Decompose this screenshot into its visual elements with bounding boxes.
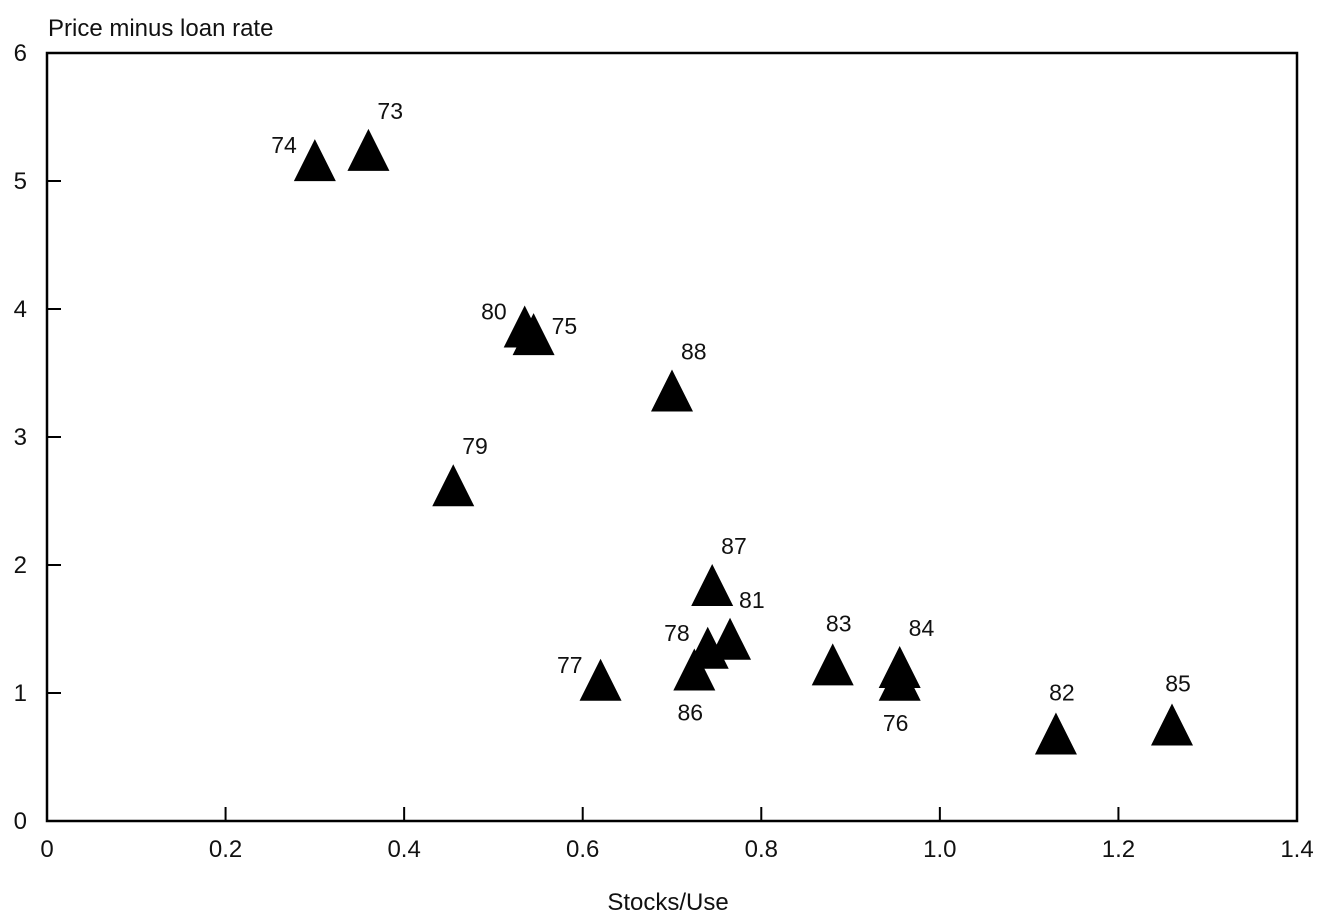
data-points: 73 74 75 76 77 78 79 80 81 82 83 84 85 86 87 88 bbox=[271, 98, 1193, 755]
y-tick-label: 0 bbox=[14, 808, 27, 835]
data-point-label: 80 bbox=[481, 298, 507, 324]
data-point-label: 77 bbox=[557, 652, 583, 678]
data-point-label: 85 bbox=[1165, 671, 1191, 697]
data-point-triangle bbox=[432, 464, 475, 507]
data-point-triangle bbox=[651, 369, 693, 412]
data-point-label: 82 bbox=[1049, 680, 1075, 706]
data-point-triangle bbox=[503, 305, 546, 348]
x-tick-label: 0 bbox=[40, 836, 53, 863]
data-point-triangle bbox=[293, 139, 336, 182]
data-point-triangle bbox=[1151, 703, 1193, 746]
data-point-triangle bbox=[579, 658, 622, 701]
data-point-label: 83 bbox=[826, 610, 852, 636]
y-tick-label: 3 bbox=[14, 424, 27, 451]
data-point-label: 81 bbox=[739, 587, 765, 613]
data-point-triangle bbox=[1034, 712, 1077, 755]
y-tick-label: 4 bbox=[14, 296, 27, 323]
y-axis-title: Price minus loan rate bbox=[48, 15, 273, 42]
x-tick-label: 0.8 bbox=[745, 836, 778, 863]
plot-frame bbox=[45, 51, 1299, 823]
data-point-triangle bbox=[347, 128, 390, 171]
data-point-triangle bbox=[709, 617, 752, 660]
y-tick-label: 2 bbox=[14, 552, 27, 579]
x-tick-label: 1.0 bbox=[923, 836, 956, 863]
y-tick-label: 5 bbox=[14, 168, 27, 195]
y-tick-label: 1 bbox=[14, 680, 27, 707]
data-point-triangle bbox=[811, 643, 854, 686]
data-point-triangle bbox=[691, 564, 734, 607]
data-point-label: 73 bbox=[377, 98, 403, 124]
y-tick-label: 6 bbox=[14, 40, 27, 67]
data-point-label: 78 bbox=[664, 620, 690, 646]
x-axis-title: Stocks/Use bbox=[607, 889, 728, 915]
data-point-label: 88 bbox=[681, 338, 707, 364]
x-tick-label: 0.2 bbox=[209, 836, 242, 863]
data-point-label: 79 bbox=[462, 433, 488, 459]
x-tick-label: 1.4 bbox=[1280, 836, 1313, 863]
data-point-label: 76 bbox=[883, 710, 909, 736]
axis-ticks: 0 0.2 0.4 0.6 0.8 1.0 1.2 1.4 0 1 2 3 4 5 6 bbox=[14, 40, 1314, 863]
data-point-triangle bbox=[878, 645, 921, 688]
data-point-label: 75 bbox=[552, 313, 578, 339]
data-point-label: 74 bbox=[271, 132, 297, 158]
data-point-triangle bbox=[673, 648, 716, 691]
x-tick-label: 1.2 bbox=[1102, 836, 1135, 863]
data-point-label: 86 bbox=[678, 700, 704, 726]
x-tick-label: 0.4 bbox=[387, 836, 420, 863]
x-tick-label: 0.6 bbox=[566, 836, 599, 863]
data-point-label: 87 bbox=[721, 533, 747, 559]
data-point-label: 84 bbox=[909, 615, 935, 641]
